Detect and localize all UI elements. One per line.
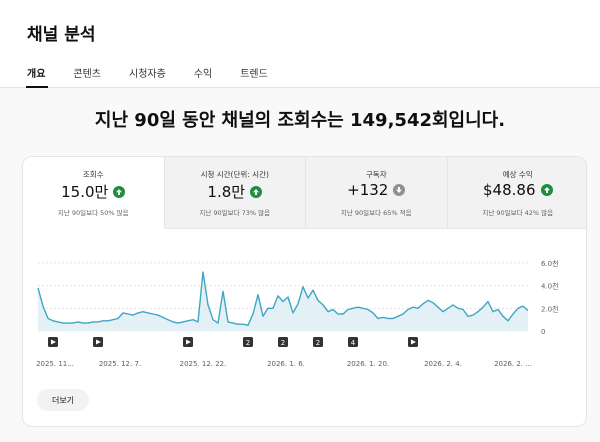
video-count-label: 2 xyxy=(281,339,285,347)
metric-card-revenue[interactable]: 예상 수익 $48.86 지난 90일보다 42% 많음 xyxy=(447,157,586,229)
metric-comparison: 지난 90일보다 50% 많음 xyxy=(57,209,129,217)
video-count-marker xyxy=(278,337,288,347)
x-tick-label: 2026. 2. ... xyxy=(494,360,532,368)
metric-value: 1.8만 xyxy=(207,183,246,201)
play-icon xyxy=(186,339,191,345)
views-chart-svg: 6.0천 4.0천 2.0천 0 2 2 2 4 2025. 11... 2025. 12. 7.… xyxy=(36,259,559,368)
see-more-button[interactable]: 더보기 xyxy=(37,389,89,411)
metric-label: 시청 시간(단위: 시간) xyxy=(200,170,269,179)
views-line xyxy=(37,271,529,326)
trend-up-icon xyxy=(540,184,553,196)
play-icon xyxy=(96,339,101,345)
trend-down-icon xyxy=(393,184,406,196)
header: 채널 분석 개요 콘텐츠 시청자층 수익 트렌드 xyxy=(0,0,600,88)
trend-up-icon xyxy=(250,185,263,198)
metric-label: 조회수 xyxy=(82,170,104,179)
metric-card-views[interactable]: 조회수 15.0만 지난 90일보다 50% 많음 xyxy=(23,157,165,229)
video-count-label: 4 xyxy=(351,339,356,347)
tab-bar: 개요 콘텐츠 시청자층 수익 트렌드 xyxy=(25,60,296,88)
page-title: 채널 분석 xyxy=(27,25,96,45)
tab-trends[interactable]: 트렌드 xyxy=(240,69,268,80)
x-tick-label: 2025. 12. 7. xyxy=(99,360,141,368)
tab-overview[interactable]: 개요 xyxy=(25,60,49,88)
y-tick-label: 0 xyxy=(541,328,545,336)
play-icon xyxy=(51,339,56,345)
analytics-card: 조회수 15.0만 지난 90일보다 50% 많음 시청 시간(단위: 시간) … xyxy=(22,156,587,427)
x-tick-label: 2026. 1. 20. xyxy=(347,360,389,368)
metric-tabs: 조회수 15.0만 지난 90일보다 50% 많음 시청 시간(단위: 시간) … xyxy=(23,157,586,229)
tab-content[interactable]: 콘텐츠 xyxy=(73,69,102,80)
trend-up-icon xyxy=(113,185,126,198)
video-count-marker xyxy=(348,337,358,347)
views-summary-headline: 지난 90일 동안 채널의 조회수는 149,542회입니다. xyxy=(94,110,506,131)
views-chart: 6.0천 4.0천 2.0천 0 2 2 2 4 2025. 11... 2025. 12. 7.… xyxy=(23,229,586,379)
play-icon xyxy=(411,339,416,345)
tab-revenue[interactable]: 수익 xyxy=(193,69,213,80)
x-tick-label: 2025. 12. 22. xyxy=(180,360,227,368)
video-count-marker xyxy=(313,337,323,347)
x-tick-label: 2026. 2. 4. xyxy=(424,360,462,368)
video-count-marker xyxy=(243,337,253,347)
y-tick-label: 4.0천 xyxy=(541,282,559,291)
metric-comparison: 지난 90일보다 65% 적음 xyxy=(340,209,412,217)
metric-card-subscribers[interactable]: 구독자 +132 지난 90일보다 65% 적음 xyxy=(306,157,448,229)
y-tick-label: 6.0천 xyxy=(541,259,559,268)
metric-label: 구독자 xyxy=(365,170,387,179)
y-tick-label: 2.0천 xyxy=(541,304,559,313)
x-tick-label: 2025. 11... xyxy=(36,360,74,368)
metric-value: $48.86 xyxy=(483,181,536,199)
tab-audience[interactable]: 시청자층 xyxy=(129,69,166,80)
x-tick-label: 2026. 1. 6. xyxy=(267,360,305,368)
metric-card-watch-time[interactable]: 시청 시간(단위: 시간) 1.8만 지난 90일보다 73% 많음 xyxy=(164,157,306,229)
metric-value: 15.0만 xyxy=(61,183,109,201)
metric-comparison: 지난 90일보다 73% 많음 xyxy=(199,209,271,217)
video-count-label: 2 xyxy=(246,339,250,347)
metric-value: +132 xyxy=(347,181,389,199)
metric-comparison: 지난 90일보다 42% 많음 xyxy=(482,209,554,217)
video-count-label: 2 xyxy=(316,339,320,347)
metric-label: 예상 수익 xyxy=(502,170,533,179)
